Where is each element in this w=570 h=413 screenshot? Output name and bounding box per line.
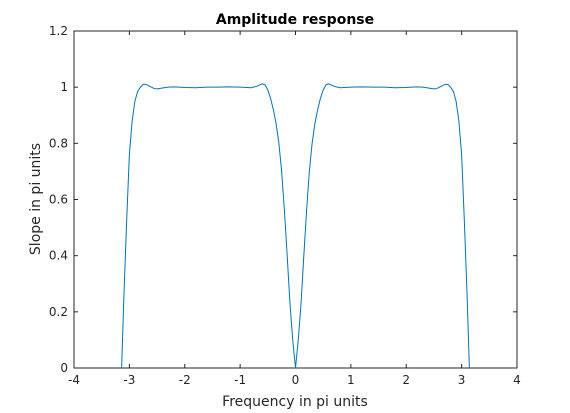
x-tick-label-2: -2 [179, 373, 191, 387]
plot-area [73, 30, 518, 369]
tick-labels: -4 -3 -2 -1 0 1 2 3 4 0 0.2 0.4 0.6 0.8 1 1.2 [49, 24, 521, 387]
ticks [73, 30, 518, 369]
y-tick-label-3: 0.6 [49, 193, 68, 207]
y-tick-label-6: 1.2 [49, 24, 68, 38]
x-tick-label-5: 1 [347, 373, 355, 387]
y-tick-label-2: 0.4 [49, 249, 68, 263]
x-tick-label-0: -4 [68, 373, 80, 387]
x-tick-label-6: 2 [402, 373, 410, 387]
y-tick-label-1: 0.2 [49, 305, 68, 319]
chart-title: Amplitude response [216, 12, 374, 28]
x-tick-label-4: 0 [292, 373, 300, 387]
series-line [121, 83, 470, 369]
x-tick-label-7: 3 [458, 373, 466, 387]
x-tick-label-3: -1 [234, 373, 246, 387]
y-tick-label-0: 0 [60, 361, 68, 375]
y-tick-label-4: 0.8 [49, 136, 68, 150]
y-axis-label: Slope in pi units [28, 143, 44, 255]
x-tick-label-8: 4 [513, 373, 521, 387]
x-tick-label-1: -3 [123, 373, 135, 387]
y-tick-label-5: 1 [60, 80, 68, 94]
x-axis-label: Frequency in pi units [222, 394, 368, 410]
